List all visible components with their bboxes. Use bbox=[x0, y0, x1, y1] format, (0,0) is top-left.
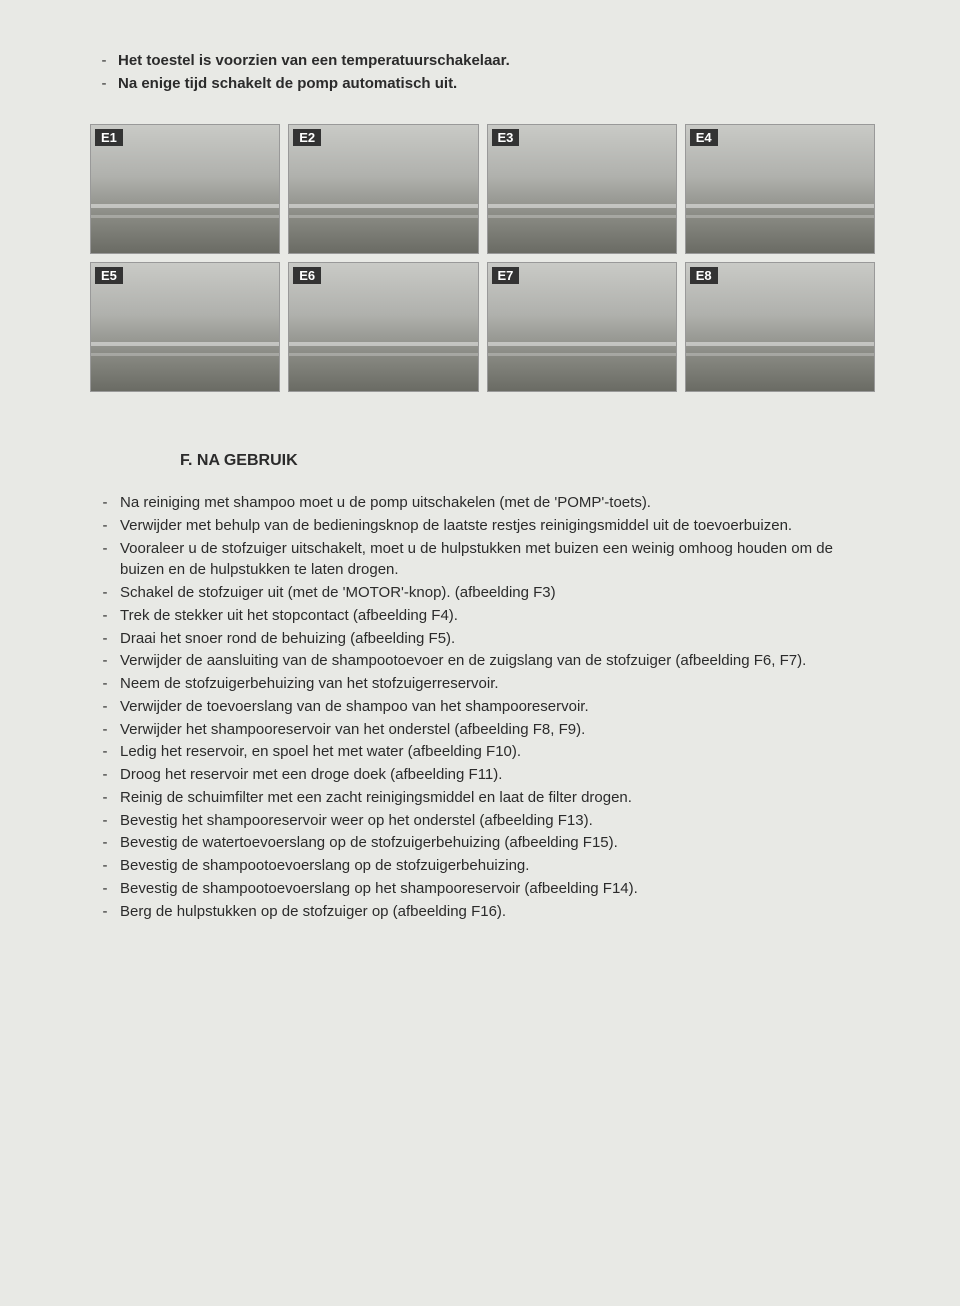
bullet-text: Verwijder de toevoerslang van de shampoo… bbox=[120, 696, 589, 718]
list-item: -Vooraleer u de stofzuiger uitschakelt, … bbox=[90, 538, 875, 582]
bullet-dash: - bbox=[90, 538, 120, 560]
bullet-dash: - bbox=[90, 832, 120, 854]
bullet-dash: - bbox=[90, 673, 120, 695]
figure-e7: E7 bbox=[487, 262, 677, 392]
bullet-dash: - bbox=[90, 50, 118, 71]
bullet-text: Berg de hulpstukken op de stofzuiger op … bbox=[120, 901, 506, 923]
bullet-text: Ledig het reservoir, en spoel het met wa… bbox=[120, 741, 521, 763]
bullet-text: Vooraleer u de stofzuiger uitschakelt, m… bbox=[120, 538, 875, 582]
list-item: -Bevestig de shampootoevoerslang op de s… bbox=[90, 855, 875, 877]
bullet-dash: - bbox=[90, 855, 120, 877]
bullet-dash: - bbox=[90, 787, 120, 809]
section-heading: F. NA GEBRUIK bbox=[180, 452, 875, 470]
document-page: - Het toestel is voorzien van een temper… bbox=[0, 0, 960, 1306]
body-bullet-list: -Na reiniging met shampoo moet u de pomp… bbox=[90, 492, 875, 922]
bullet-text: Bevestig de shampootoevoerslang op het s… bbox=[120, 878, 638, 900]
bullet-text: Draai het snoer rond de behuizing (afbee… bbox=[120, 628, 455, 650]
bullet-dash: - bbox=[90, 810, 120, 832]
list-item: -Verwijder het shampooreservoir van het … bbox=[90, 719, 875, 741]
bullet-text: Verwijder het shampooreservoir van het o… bbox=[120, 719, 585, 741]
figure-label: E4 bbox=[690, 129, 718, 146]
list-item: -Draai het snoer rond de behuizing (afbe… bbox=[90, 628, 875, 650]
bullet-text: Trek de stekker uit het stopcontact (afb… bbox=[120, 605, 458, 627]
list-item: -Verwijder de aansluiting van de shampoo… bbox=[90, 650, 875, 672]
figure-label: E1 bbox=[95, 129, 123, 146]
bullet-text: Bevestig de shampootoevoerslang op de st… bbox=[120, 855, 529, 877]
bullet-dash: - bbox=[90, 696, 120, 718]
figure-e8: E8 bbox=[685, 262, 875, 392]
list-item: - Na enige tijd schakelt de pomp automat… bbox=[90, 73, 875, 94]
list-item: - Het toestel is voorzien van een temper… bbox=[90, 50, 875, 71]
bullet-dash: - bbox=[90, 764, 120, 786]
bullet-dash: - bbox=[90, 515, 120, 537]
list-item: -Na reiniging met shampoo moet u de pomp… bbox=[90, 492, 875, 514]
list-item: -Ledig het reservoir, en spoel het met w… bbox=[90, 741, 875, 763]
bullet-dash: - bbox=[90, 741, 120, 763]
figure-label: E8 bbox=[690, 267, 718, 284]
figure-e6: E6 bbox=[288, 262, 478, 392]
bullet-dash: - bbox=[90, 492, 120, 514]
bullet-dash: - bbox=[90, 628, 120, 650]
figure-e4: E4 bbox=[685, 124, 875, 254]
figure-label: E7 bbox=[492, 267, 520, 284]
bullet-text: Reinig de schuimfilter met een zacht rei… bbox=[120, 787, 632, 809]
figure-e5: E5 bbox=[90, 262, 280, 392]
figure-e1: E1 bbox=[90, 124, 280, 254]
list-item: -Neem de stofzuigerbehuizing van het sto… bbox=[90, 673, 875, 695]
bullet-dash: - bbox=[90, 605, 120, 627]
figure-e3: E3 bbox=[487, 124, 677, 254]
figure-e2: E2 bbox=[288, 124, 478, 254]
list-item: -Bevestig de shampootoevoerslang op het … bbox=[90, 878, 875, 900]
figure-grid: E1 E2 E3 E4 E5 E6 E7 E8 bbox=[90, 124, 875, 392]
bullet-text: Neem de stofzuigerbehuizing van het stof… bbox=[120, 673, 499, 695]
bullet-text: Bevestig het shampooreservoir weer op he… bbox=[120, 810, 593, 832]
list-item: -Trek de stekker uit het stopcontact (af… bbox=[90, 605, 875, 627]
bullet-text: Het toestel is voorzien van een temperat… bbox=[118, 50, 510, 71]
bullet-dash: - bbox=[90, 719, 120, 741]
bullet-dash: - bbox=[90, 901, 120, 923]
bullet-text: Droog het reservoir met een droge doek (… bbox=[120, 764, 502, 786]
figure-label: E6 bbox=[293, 267, 321, 284]
list-item: -Verwijder de toevoerslang van de shampo… bbox=[90, 696, 875, 718]
list-item: -Droog het reservoir met een droge doek … bbox=[90, 764, 875, 786]
bullet-text: Na reiniging met shampoo moet u de pomp … bbox=[120, 492, 651, 514]
bullet-text: Schakel de stofzuiger uit (met de 'MOTOR… bbox=[120, 582, 556, 604]
list-item: -Reinig de schuimfilter met een zacht re… bbox=[90, 787, 875, 809]
bullet-text: Verwijder de aansluiting van de shampoot… bbox=[120, 650, 806, 672]
bullet-dash: - bbox=[90, 878, 120, 900]
list-item: -Schakel de stofzuiger uit (met de 'MOTO… bbox=[90, 582, 875, 604]
bullet-dash: - bbox=[90, 650, 120, 672]
list-item: -Bevestig de watertoevoerslang op de sto… bbox=[90, 832, 875, 854]
list-item: -Bevestig het shampooreservoir weer op h… bbox=[90, 810, 875, 832]
bullet-text: Verwijder met behulp van de bedieningskn… bbox=[120, 515, 792, 537]
list-item: -Verwijder met behulp van de bedieningsk… bbox=[90, 515, 875, 537]
intro-bullet-list: - Het toestel is voorzien van een temper… bbox=[90, 50, 875, 94]
bullet-text: Bevestig de watertoevoerslang op de stof… bbox=[120, 832, 618, 854]
bullet-dash: - bbox=[90, 582, 120, 604]
figure-label: E5 bbox=[95, 267, 123, 284]
bullet-text: Na enige tijd schakelt de pomp automatis… bbox=[118, 73, 457, 94]
figure-label: E2 bbox=[293, 129, 321, 146]
bullet-dash: - bbox=[90, 73, 118, 94]
figure-label: E3 bbox=[492, 129, 520, 146]
list-item: -Berg de hulpstukken op de stofzuiger op… bbox=[90, 901, 875, 923]
